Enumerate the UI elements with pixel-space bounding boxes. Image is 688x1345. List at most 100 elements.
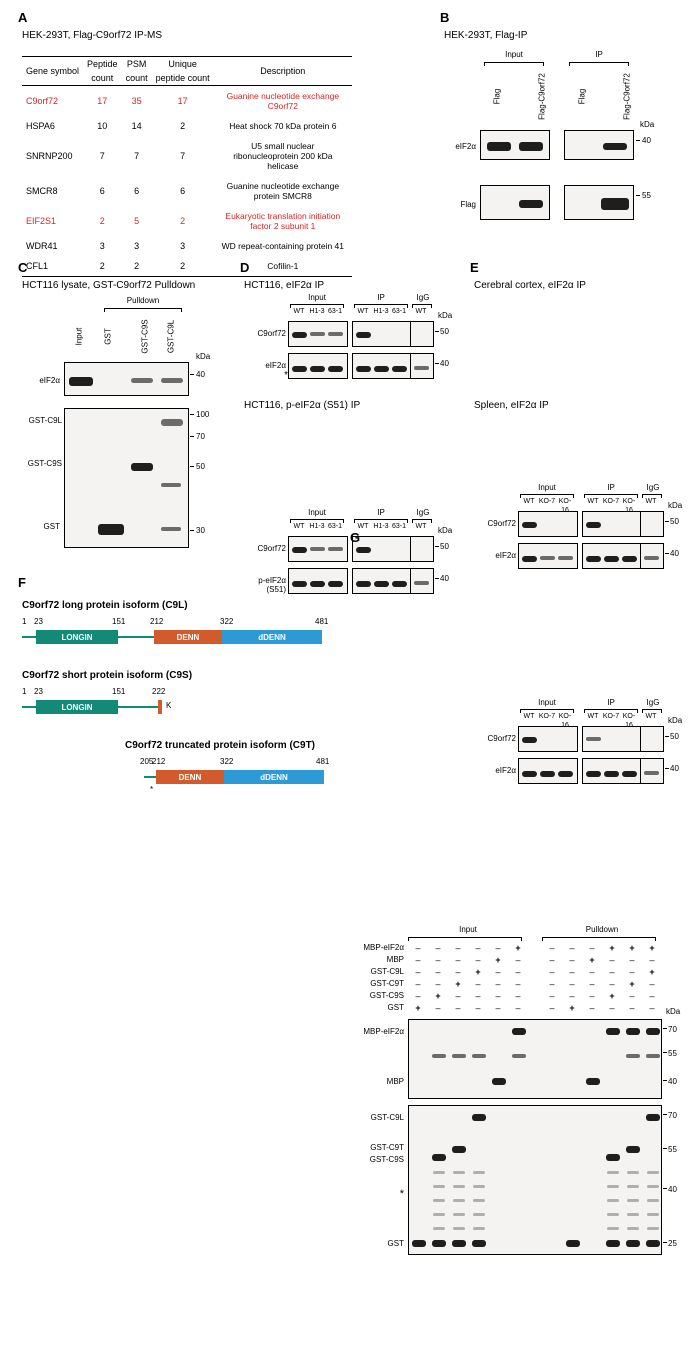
b-mw2: 55 (642, 191, 651, 200)
panel-b-label: B (440, 10, 449, 25)
f-c9l: C9orf72 long protein isoform (C9L) 1 23 … (22, 600, 332, 657)
panel-d-top: InputIPIgGWTH1-363-1WTH1-363-1WTkDaC9orf… (244, 293, 459, 388)
c-kda: kDa (196, 352, 210, 361)
col-gene: Gene symbol (22, 57, 83, 86)
table-row: EIF2S1252Eukaryotic translation initiati… (22, 206, 352, 236)
panel-d-label: D (240, 260, 249, 275)
f-k: K (166, 701, 171, 710)
col-pep-a: Peptide (83, 57, 122, 72)
c-mw-70: 70 (196, 432, 205, 441)
col-uni-b: peptide count (152, 71, 214, 86)
c-lane-1: Input (75, 326, 84, 348)
panel-e-title-1: Cerebral cortex, eIF2α IP (474, 280, 586, 291)
col-psm-b: count (122, 71, 152, 86)
f-denn2: DENN (156, 770, 224, 784)
f-num: 151 (112, 617, 125, 626)
b-lane-1: Flag (493, 86, 502, 108)
b-input-bracket (484, 62, 544, 63)
panel-e-title-2: Spleen, eIF2α IP (474, 400, 549, 411)
f-c9s: C9orf72 short protein isoform (C9S) 1 23… (22, 670, 332, 727)
f-num: 23 (34, 687, 43, 696)
table-row: WDR41333WD repeat-containing protein 41 (22, 236, 352, 256)
f-num: 1 (22, 617, 26, 626)
c-pulldown: Pulldown (104, 296, 182, 305)
c-row-c9l: GST-C9L (12, 416, 62, 425)
col-psm-a: PSM (122, 57, 152, 72)
c-row-gst: GST (22, 522, 60, 531)
panel-a-table-wrap: Gene symbol Peptide PSM Unique Descripti… (22, 56, 362, 277)
f-c9t: C9orf72 truncated protein isoform (C9T) … (100, 740, 340, 797)
f-longin2: LONGIN (36, 700, 118, 714)
col-uni-a: Unique (152, 57, 214, 72)
panel-d-bot: InputIPIgGWTH1-363-1WTH1-363-1WTkDaC9orf… (244, 508, 459, 603)
c-mw-30: 30 (196, 526, 205, 535)
panel-d-title-1: HCT116, eIF2α IP (244, 280, 324, 291)
panel-f-label: F (18, 575, 26, 590)
b-row2-lbl: Flag (444, 200, 476, 209)
f-star: * (150, 785, 153, 794)
b-blot-r1-2 (564, 130, 634, 160)
panel-e-top: InputIPIgGWTKO-7KO-16WTKO-7KO-16WTkDaC9o… (474, 483, 684, 578)
b-ip-bracket (569, 62, 629, 63)
table-row: C9orf72173517Guanine nucleotide exchange… (22, 86, 352, 117)
f-num: 151 (112, 687, 125, 696)
panel-c-label: C (18, 260, 27, 275)
c-lane-4: GST-C9L (167, 315, 176, 359)
f-num: 322 (220, 617, 233, 626)
f-num: 212 (152, 757, 165, 766)
c-blot-1 (64, 362, 189, 396)
f-c9l-title: C9orf72 long protein isoform (C9L) (22, 600, 332, 611)
f-c9t-title: C9orf72 truncated protein isoform (C9T) (100, 740, 340, 751)
table-row: SMCR8666Guanine nucleotide exchange prot… (22, 176, 352, 206)
f-longin: LONGIN (36, 630, 118, 644)
f-c9s-end (158, 700, 162, 714)
f-num: 222 (152, 687, 165, 696)
f-num: 1 (22, 687, 26, 696)
col-desc: Description (214, 57, 352, 86)
f-num: 23 (34, 617, 43, 626)
c-lane-2: GST (104, 326, 113, 348)
c-mw-50: 50 (196, 462, 205, 471)
c-row-eif2a: eIF2α (22, 376, 60, 385)
b-blot-r2-2 (564, 185, 634, 220)
c-row-c9s: GST-C9S (12, 459, 62, 468)
f-ddenn2: dDENN (224, 770, 324, 784)
panel-g-wrap: InputPulldownMBP-eIF2α–––––+–––+++MBP–––… (350, 925, 680, 1345)
panel-e-label: E (470, 260, 479, 275)
col-pep-b: count (83, 71, 122, 86)
panel-a-label: A (18, 10, 27, 25)
panel-c-wrap: Pulldown Input GST GST-C9S GST-C9L kDa e… (22, 296, 222, 556)
b-mw1: 40 (642, 136, 651, 145)
panel-e-bot: InputIPIgGWTKO-7KO-16WTKO-7KO-16WTkDaC9o… (474, 698, 684, 793)
f-num: 212 (150, 617, 163, 626)
panel-c-title: HCT116 lysate, GST-C9orf72 Pulldown (22, 280, 195, 291)
ip-ms-table: Gene symbol Peptide PSM Unique Descripti… (22, 56, 352, 277)
panel-g-label: G (350, 530, 360, 545)
f-num: 481 (315, 617, 328, 626)
b-lane-4: Flag-C9orf72 (623, 67, 632, 127)
f-ddenn: dDENN (222, 630, 322, 644)
c-mw-40: 40 (196, 370, 205, 379)
b-ip-lbl: IP (569, 50, 629, 59)
f-denn: DENN (154, 630, 222, 644)
b-lane-3: Flag (578, 86, 587, 108)
table-row: HSPA610142Heat shock 70 kDa protein 6 (22, 116, 352, 136)
table-row: CFL1222Cofilin-1 (22, 256, 352, 277)
panel-b-wrap: Input IP Flag Flag-C9orf72 Flag Flag-C9o… (444, 50, 664, 240)
c-blot-2 (64, 408, 189, 548)
panel-a-title: HEK-293T, Flag-C9orf72 IP-MS (22, 30, 162, 41)
f-c9s-title: C9orf72 short protein isoform (C9S) (22, 670, 332, 681)
table-row: SNRNP200777U5 small nuclear ribonucleopr… (22, 136, 352, 176)
b-blot-r1-1 (480, 130, 550, 160)
b-row1-lbl: eIF2α (444, 142, 476, 151)
panel-d-title-2: HCT116, p-eIF2α (S51) IP (244, 400, 360, 411)
c-lane-3: GST-C9S (141, 315, 150, 359)
b-lane-2: Flag-C9orf72 (538, 67, 547, 127)
panel-b-title: HEK-293T, Flag-IP (444, 30, 527, 41)
b-blot-r2-1 (480, 185, 550, 220)
b-kda: kDa (640, 120, 654, 129)
b-input-lbl: Input (484, 50, 544, 59)
figure-page: A HEK-293T, Flag-C9orf72 IP-MS Gene symb… (0, 0, 688, 975)
f-num: 322 (220, 757, 233, 766)
f-num: 481 (316, 757, 329, 766)
